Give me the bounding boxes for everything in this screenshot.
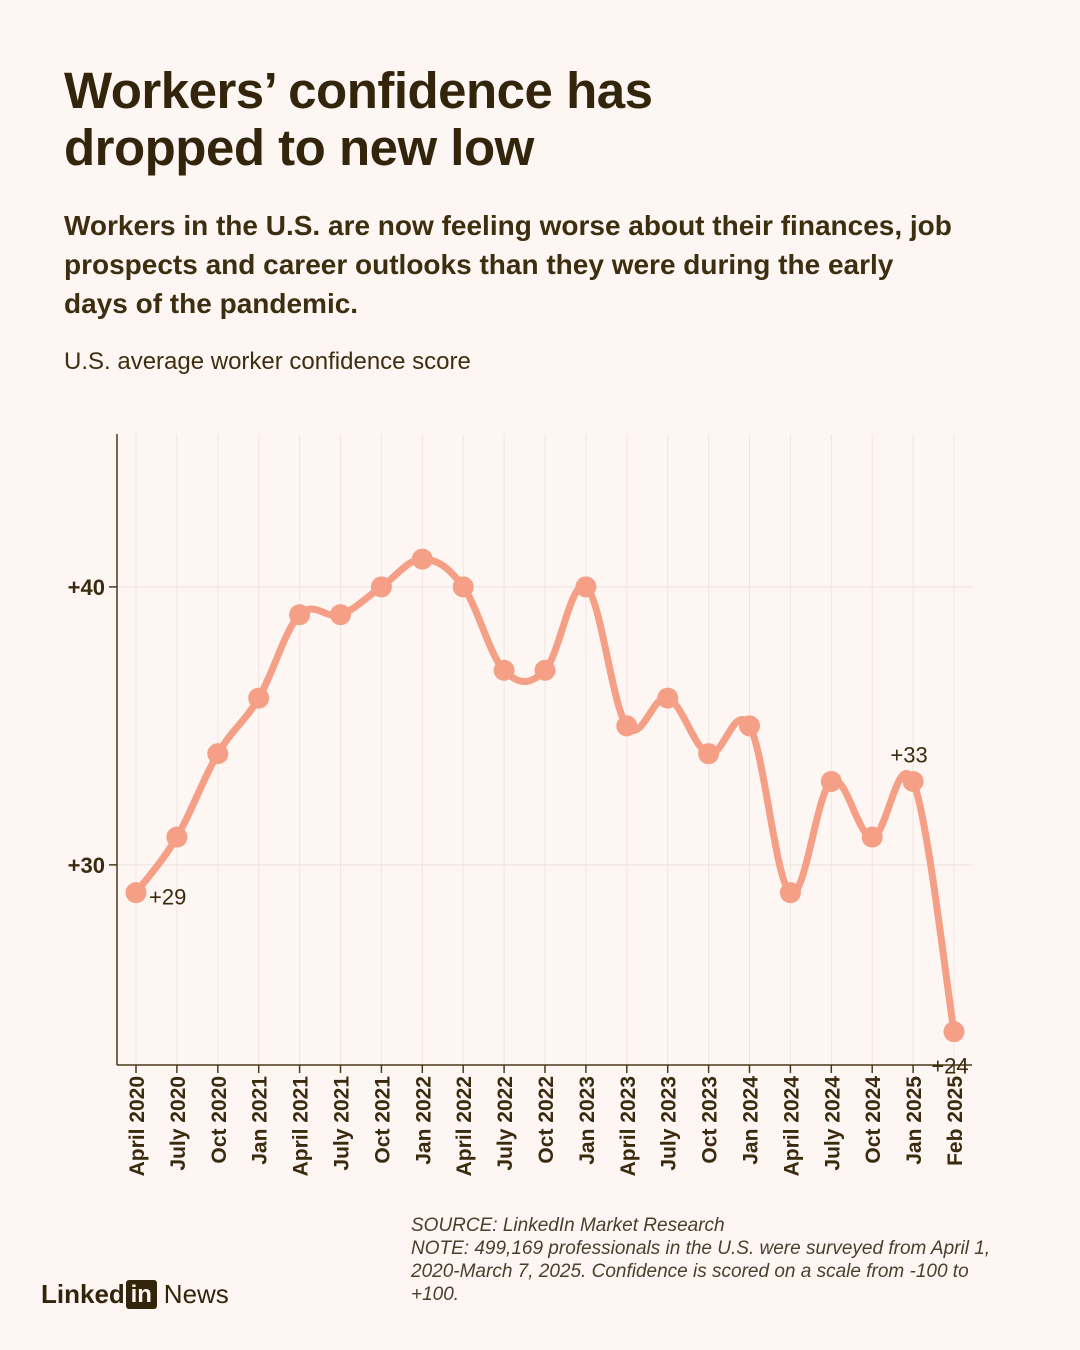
subtitle: Workers in the U.S. are now feeling wors… xyxy=(64,210,952,319)
x-tick-label: April 2022 xyxy=(453,1076,476,1176)
x-tick-label: Jan 2024 xyxy=(740,1076,763,1165)
data-point xyxy=(575,576,597,598)
title-line-2: dropped to new low xyxy=(64,119,534,176)
logo-in-box: in xyxy=(125,1280,157,1309)
chart-label: U.S. average worker confidence score xyxy=(64,348,471,375)
page-title: Workers’ confidence has dropped to new l… xyxy=(64,62,964,176)
data-point xyxy=(820,770,842,792)
data-point xyxy=(616,715,638,737)
x-tick-label: July 2021 xyxy=(331,1076,354,1171)
data-point xyxy=(779,882,801,904)
x-tick-label: Jan 2022 xyxy=(412,1076,435,1165)
data-point xyxy=(698,743,720,765)
x-tick-label: Oct 2022 xyxy=(535,1076,558,1164)
data-point xyxy=(207,743,229,765)
data-point xyxy=(943,1021,965,1043)
note-text: NOTE: 499,169 professionals in the U.S. … xyxy=(411,1238,991,1305)
source-text: SOURCE: LinkedIn Market Research xyxy=(411,1215,725,1236)
x-tick-label: April 2024 xyxy=(780,1076,803,1177)
data-point xyxy=(125,882,147,904)
x-tick-label: April 2020 xyxy=(126,1076,149,1176)
data-point xyxy=(370,576,392,598)
footer-note: SOURCE: LinkedIn Market Research NOTE: 4… xyxy=(411,1214,1021,1306)
x-tick-label: July 2022 xyxy=(494,1076,517,1171)
y-tick-label: +40 xyxy=(68,575,105,600)
x-tick-label: Jan 2021 xyxy=(249,1076,272,1165)
series-line xyxy=(132,555,958,1036)
data-point xyxy=(657,687,679,709)
data-point xyxy=(861,826,883,848)
logo-text-linked: Linked xyxy=(41,1279,125,1309)
data-point xyxy=(289,604,311,626)
data-point xyxy=(493,659,515,681)
x-tick-label: Jan 2025 xyxy=(903,1076,926,1165)
x-tick-label: Oct 2020 xyxy=(208,1076,231,1164)
data-point xyxy=(166,826,188,848)
x-tick-label: Oct 2023 xyxy=(699,1076,722,1164)
data-label: +24 xyxy=(931,1054,968,1079)
data-point xyxy=(248,687,270,709)
x-tick-label: April 2021 xyxy=(290,1076,313,1177)
title-line-1: Workers’ confidence has xyxy=(64,62,653,119)
data-point xyxy=(330,604,351,626)
linkedin-news-logo: Linked in News xyxy=(41,1279,229,1310)
data-point xyxy=(452,576,474,598)
x-tick-label: Feb 2025 xyxy=(944,1076,967,1166)
x-tick-label: April 2023 xyxy=(617,1076,640,1176)
data-point xyxy=(902,770,924,792)
logo-text-news: News xyxy=(163,1279,229,1309)
x-tick-label: July 2020 xyxy=(167,1076,190,1171)
x-tick-label: July 2024 xyxy=(821,1076,844,1171)
data-point xyxy=(739,715,760,737)
data-point xyxy=(534,659,556,681)
x-tick-label: Oct 2024 xyxy=(862,1076,885,1164)
data-point xyxy=(411,548,433,570)
data-label: +33 xyxy=(890,742,927,767)
x-tick-label: July 2023 xyxy=(658,1076,681,1171)
y-tick-label: +30 xyxy=(68,853,105,878)
x-tick-label: Oct 2021 xyxy=(371,1076,394,1164)
x-tick-label: Jan 2023 xyxy=(576,1076,599,1165)
data-label: +29 xyxy=(149,885,186,910)
